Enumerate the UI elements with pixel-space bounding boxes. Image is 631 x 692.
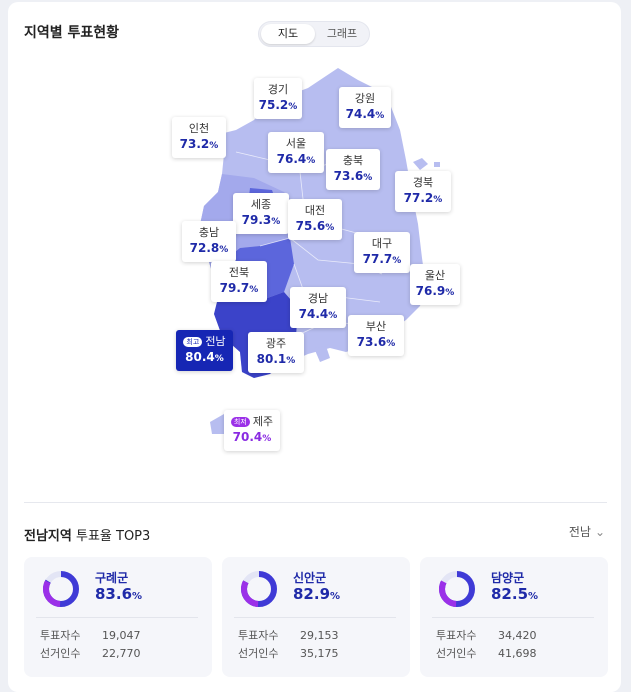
region-value: 76.9%: [415, 284, 455, 298]
district-pct: 83.6%: [95, 585, 143, 603]
region-name: 강원: [354, 92, 376, 105]
region-label-gwangju[interactable]: 광주 80.1%: [248, 332, 304, 373]
region-label-gangwon[interactable]: 강원 74.4%: [339, 87, 391, 128]
region-label-sejong[interactable]: 세종 79.3%: [233, 193, 289, 234]
region-name: 대전: [304, 204, 326, 217]
korea-map-shape: [198, 68, 440, 434]
votes-row: 투표자수 29,153: [238, 629, 339, 642]
region-name: 경남: [307, 292, 329, 305]
card-divider: [432, 617, 594, 618]
region-value: 77.7%: [362, 252, 402, 266]
top3-card[interactable]: 구례군 83.6% 투표자수 19,047 선거인수 22,770: [24, 557, 212, 677]
region-name: 울산: [424, 269, 446, 282]
region-name: 최고 전남: [180, 335, 229, 349]
region-value: 80.1%: [256, 352, 296, 366]
region-label-seoul[interactable]: 서울 76.4%: [268, 132, 324, 173]
region-label-daegu[interactable]: 대구 77.7%: [354, 232, 410, 273]
region-value: 80.4%: [185, 350, 224, 364]
region-name: 부산: [365, 320, 387, 333]
donut-icon: [43, 571, 79, 607]
region-value: 79.3%: [241, 213, 281, 227]
region-name: 세종: [250, 198, 272, 211]
district-name: 구례군: [95, 571, 129, 585]
votes-row: 투표자수 19,047: [40, 629, 141, 642]
region-name: 경기: [267, 83, 289, 96]
electors-row: 선거인수 35,175: [238, 647, 339, 660]
region-value: 74.4%: [298, 307, 338, 321]
region-name: 대구: [371, 237, 393, 250]
region-name: 충북: [342, 154, 364, 167]
region-select[interactable]: 전남 ⌄: [568, 525, 605, 539]
region-value: 73.6%: [333, 169, 373, 183]
region-label-gyeongnam[interactable]: 경남 74.4%: [290, 287, 346, 328]
page-title: 지역별 투표현황: [24, 25, 120, 41]
region-label-jeonbuk[interactable]: 전북 79.7%: [211, 261, 267, 302]
donut-icon: [439, 571, 475, 607]
district-pct: 82.5%: [491, 585, 539, 603]
region-label-jeonnam[interactable]: 최고 전남 80.4%: [176, 330, 233, 371]
region-value: 79.7%: [219, 281, 259, 295]
region-name: 최저 제주: [228, 415, 276, 429]
region-label-gyeonggi[interactable]: 경기 75.2%: [254, 78, 302, 119]
lowest-badge: 최저: [230, 417, 250, 427]
region-label-busan[interactable]: 부산 73.6%: [348, 315, 404, 356]
region-value: 74.4%: [345, 107, 385, 121]
map-island-ulleung: [413, 158, 428, 170]
region-label-chungnam[interactable]: 충남 72.8%: [182, 221, 236, 262]
region-label-ulsan[interactable]: 울산 76.9%: [410, 264, 460, 305]
region-name: 전북: [228, 266, 250, 279]
electors-row: 선거인수 41,698: [436, 647, 537, 660]
map-island-dokdo: [434, 162, 440, 167]
region-name: 인천: [188, 122, 210, 135]
region-name: 경북: [412, 176, 434, 189]
region-value: 73.6%: [356, 335, 396, 349]
region-value: 75.2%: [258, 98, 298, 112]
region-label-incheon[interactable]: 인천 73.2%: [172, 117, 226, 158]
district-pct: 82.9%: [293, 585, 341, 603]
region-value: 75.6%: [295, 219, 335, 233]
region-name: 충남: [198, 226, 220, 239]
region-label-gyeongbuk[interactable]: 경북 77.2%: [395, 171, 451, 212]
region-name: 광주: [265, 337, 287, 350]
top3-card[interactable]: 담양군 82.5% 투표자수 34,420 선거인수 41,698: [420, 557, 608, 677]
map-island-geoje: [314, 346, 330, 362]
votes-row: 투표자수 34,420: [436, 629, 537, 642]
chevron-down-icon: ⌄: [594, 525, 605, 539]
view-toggle: 지도 그래프: [258, 21, 370, 47]
district-name: 신안군: [293, 571, 327, 585]
turnout-card: 지역별 투표현황 지도 그래프: [8, 2, 621, 692]
region-value: 70.4%: [232, 430, 272, 444]
region-name: 서울: [285, 137, 307, 150]
tab-graph[interactable]: 그래프: [326, 27, 358, 40]
highest-badge: 최고: [183, 337, 203, 347]
donut-icon: [241, 571, 277, 607]
card-divider: [234, 617, 396, 618]
region-label-chungbuk[interactable]: 충북 73.6%: [326, 149, 380, 190]
region-value: 77.2%: [403, 191, 443, 205]
region-label-jeju[interactable]: 최저 제주 70.4%: [224, 410, 280, 451]
card-divider: [36, 617, 198, 618]
section-divider: [24, 502, 607, 503]
electors-row: 선거인수 22,770: [40, 647, 141, 660]
region-value: 72.8%: [189, 241, 229, 255]
region-label-daejeon[interactable]: 대전 75.6%: [288, 199, 342, 240]
korea-map: 경기 75.2% 강원 74.4% 인천 73.2% 서울 76.4% 충북 7…: [8, 2, 621, 482]
region-value: 76.4%: [276, 152, 316, 166]
region-value: 73.2%: [179, 137, 219, 151]
top3-title: 전남지역 투표율 TOP3: [24, 529, 151, 544]
top3-card[interactable]: 신안군 82.9% 투표자수 29,153 선거인수 35,175: [222, 557, 410, 677]
tab-map[interactable]: 지도: [261, 24, 315, 44]
district-name: 담양군: [491, 571, 525, 585]
